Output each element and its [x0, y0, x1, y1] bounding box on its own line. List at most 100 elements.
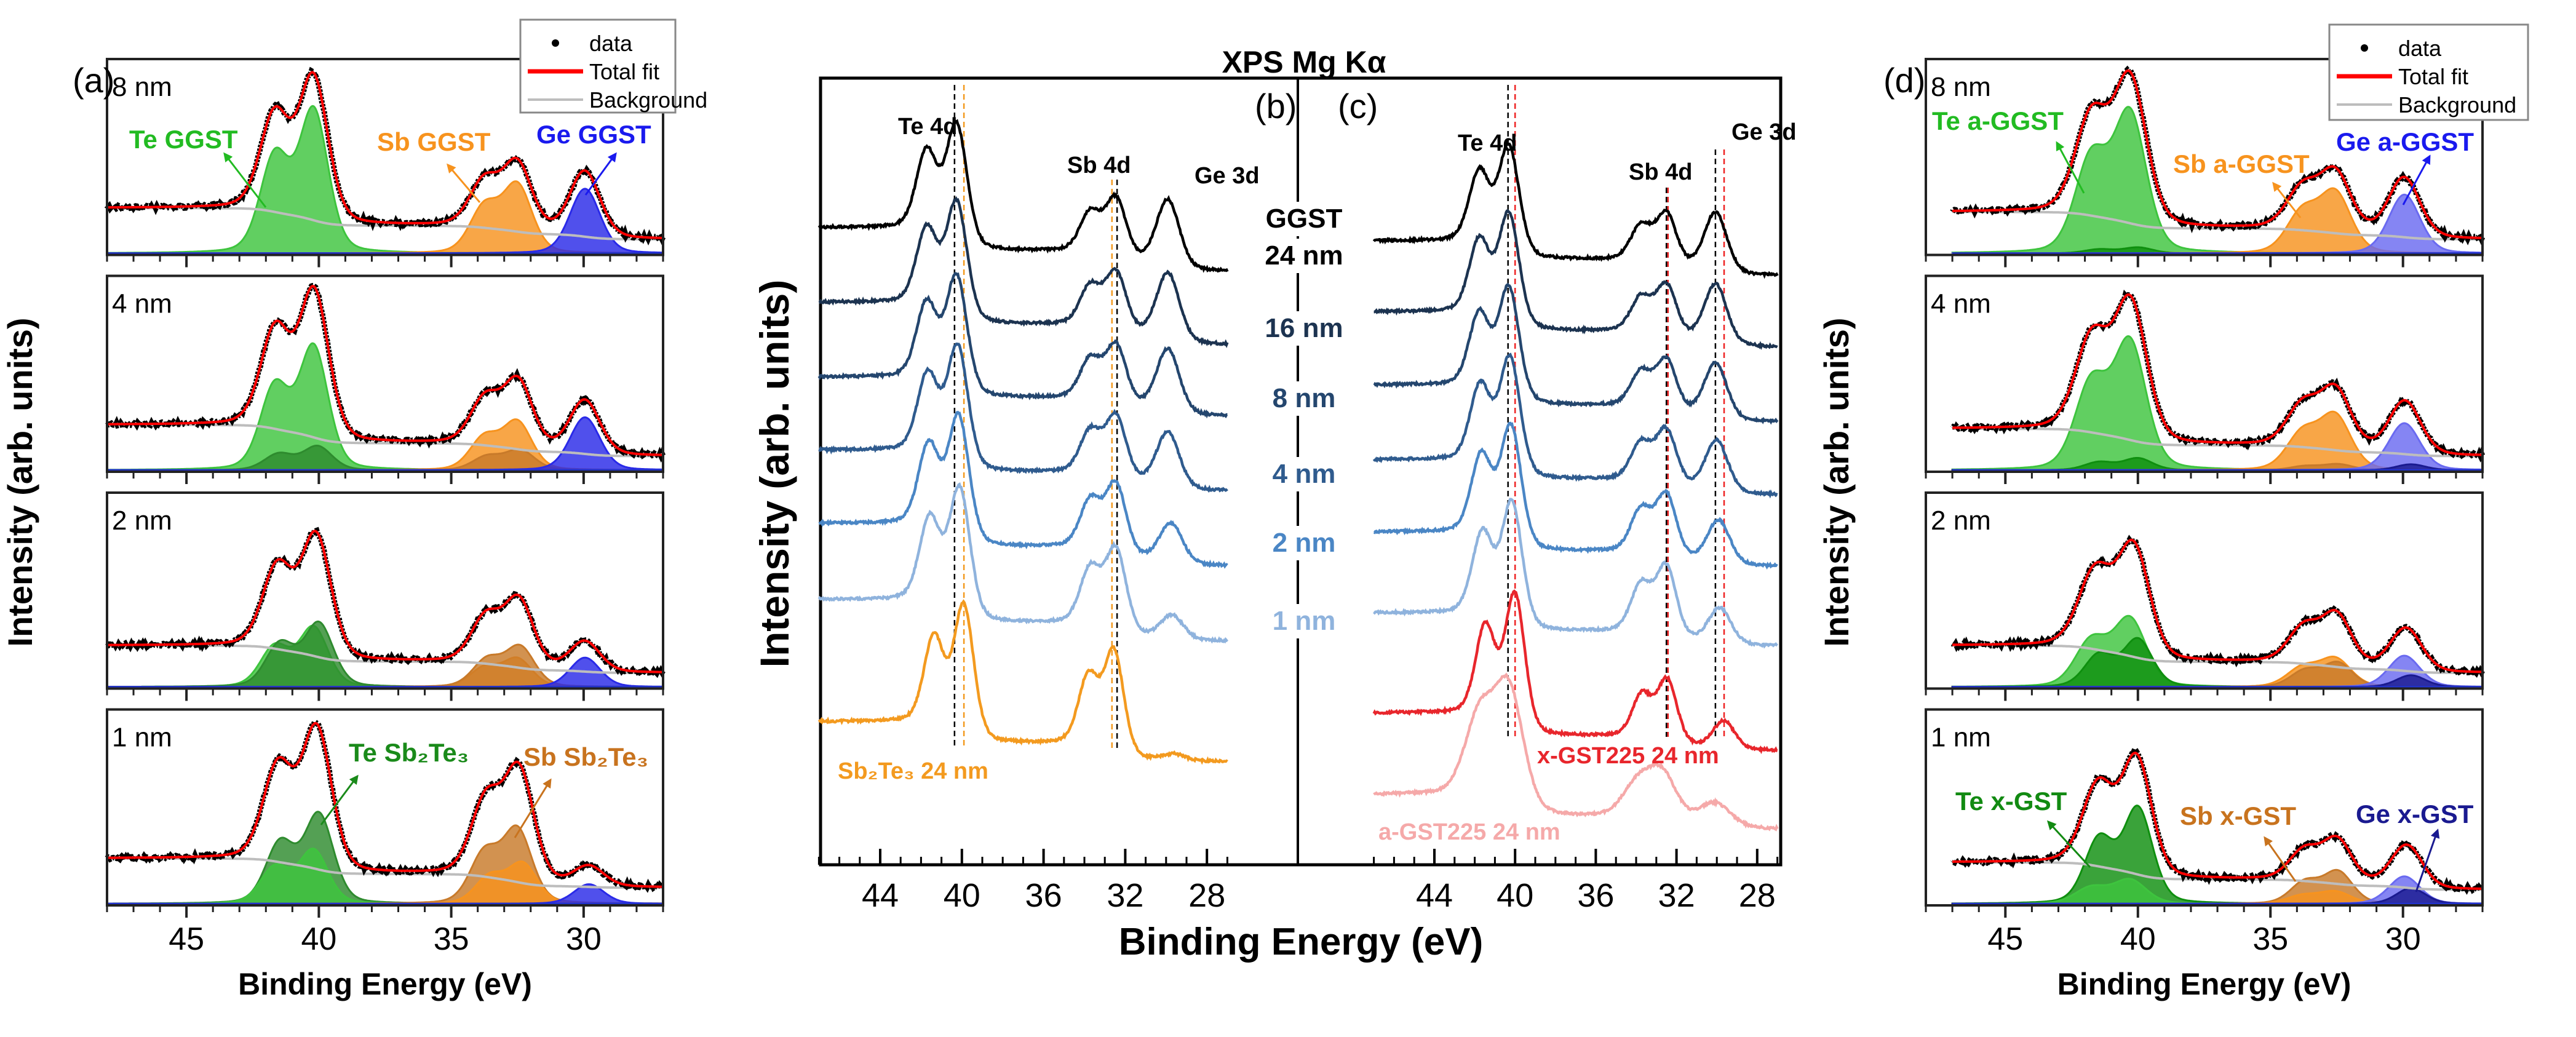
thickness-label: 1 nm: [1931, 723, 1991, 753]
panel-b: [817, 85, 1229, 865]
panel-c: [1372, 85, 1779, 865]
legend-label: Background: [2398, 92, 2516, 117]
x-tick-label: 32: [1658, 877, 1695, 914]
sample-label: x-GST225 24 nm: [1537, 743, 1719, 769]
subplot-8-nm: [1925, 58, 2486, 268]
subplot-4-nm: [1925, 274, 2486, 484]
annotation-arrow: [514, 778, 552, 838]
total-fit-line: [107, 530, 663, 673]
x-axis-label: Binding Energy (eV): [238, 967, 532, 1001]
legend-dot-marker: [552, 39, 559, 47]
spectrum-ggst-2-nm: [1373, 421, 1778, 570]
spectrum-ggst-8-nm: [1373, 282, 1779, 425]
thickness-label: 16 nm: [1265, 313, 1343, 343]
component-annotation: Sb a-GGST: [2173, 149, 2310, 178]
x-tick-label: 40: [944, 877, 980, 914]
subplot-frame: [1925, 274, 2484, 473]
x-tick-label: 45: [1987, 921, 2023, 957]
total-fit-line: [1952, 293, 2483, 456]
x-axis-label: Binding Energy (eV): [2057, 967, 2351, 1001]
thickness-label: 24 nm: [1265, 240, 1343, 271]
legend-label: Background: [589, 87, 707, 113]
thickness-label: 8 nm: [112, 72, 172, 102]
legend-dot-marker: [2361, 44, 2368, 52]
thickness-label: 2 nm: [1273, 528, 1336, 558]
x-tick-label: 35: [2252, 921, 2288, 957]
x-tick-label: 40: [301, 921, 336, 957]
x-axis-label: Binding Energy (eV): [1119, 921, 1483, 963]
sample-label: a-GST225 24 nm: [1378, 819, 1560, 845]
subplot-frame: [106, 708, 664, 907]
peak-label: Ge 3d: [1731, 119, 1797, 145]
background-line: [1952, 210, 2483, 240]
subplot-8-nm: [104, 58, 666, 268]
background-line: [1952, 427, 2483, 458]
component-ge-ggst: [106, 188, 664, 255]
spectrum-ggst-4-nm: [818, 342, 1228, 493]
peak-label: Sb 4d: [1629, 159, 1692, 185]
subplot-1-nm: [1925, 708, 2484, 918]
total-fit-line: [107, 71, 664, 239]
thickness-label: GGST: [1266, 204, 1343, 234]
subplot-4-nm: [105, 274, 666, 484]
x-tick-label: 36: [1025, 877, 1062, 914]
subplot-frame: [1925, 58, 2484, 256]
panel-label: (a): [73, 61, 114, 100]
total-fit-line: [1952, 752, 2483, 890]
total-fit-line: [1952, 538, 2483, 673]
total-fit-line: [107, 721, 663, 888]
label-backdrop: [1258, 239, 1350, 273]
x-tick-label: 36: [1577, 877, 1614, 914]
subplot-frame: [106, 274, 664, 473]
annotation-arrow: [2056, 141, 2085, 194]
component-annotation: Te a-GGST: [1932, 106, 2064, 135]
peak-label: Sb 4d: [1067, 153, 1131, 178]
component-annotation: Te Sb₂Te₃: [349, 738, 469, 767]
spectrum-ggst-16-nm: [818, 196, 1229, 348]
label-backdrop: [1258, 526, 1350, 560]
peak-label: Te 4d: [898, 114, 957, 140]
spectrum-ggst-24-nm: [817, 119, 1229, 273]
spectrum-ggst-16-nm: [1373, 209, 1778, 351]
spectrum-ggst-1-nm: [1373, 498, 1778, 649]
component-annotation: Te x-GST: [1955, 787, 2067, 816]
subplot-frame: [106, 491, 664, 690]
x-tick-label: 28: [1739, 877, 1776, 914]
legend-frame: [519, 18, 677, 114]
subplot-1-nm: [105, 708, 664, 918]
annotation-arrow: [2264, 836, 2297, 882]
y-axis-label: Intensity (arb. units): [1, 317, 39, 646]
x-tick-label: 40: [2120, 921, 2156, 957]
peak-label: Te 4d: [1458, 130, 1517, 156]
annotation-arrow: [223, 152, 267, 208]
legend: [519, 18, 677, 114]
component-annotation: Ge GGST: [536, 120, 651, 149]
spectrum-ggst-8-nm: [817, 271, 1228, 419]
annotation-arrow: [584, 152, 617, 196]
component-ge-a-ggst: [1951, 422, 2484, 471]
thickness-label: 4 nm: [1931, 289, 1991, 319]
component-annotation: Sb Sb₂Te₃: [523, 742, 648, 771]
annotation-arrow: [2402, 154, 2431, 205]
thickness-label: 8 nm: [1931, 72, 1991, 102]
panel-label: (b): [1255, 87, 1297, 125]
annotation-arrow: [447, 163, 481, 203]
thickness-label: 1 nm: [1273, 606, 1336, 636]
subplot-frame: [1925, 708, 2484, 907]
total-fit-line: [1952, 69, 2483, 239]
legend: [2328, 23, 2529, 121]
spectrum-ggst-1-nm: [817, 482, 1228, 644]
thickness-label: 8 nm: [1273, 383, 1336, 413]
subplot-2-nm: [1925, 491, 2485, 701]
legend-label: Total fit: [2398, 64, 2468, 89]
component-annotation: Te GGST: [129, 125, 238, 154]
x-tick-label: 45: [169, 921, 204, 957]
legend-label: data: [2398, 36, 2442, 61]
component-annotation: Sb x-GST: [2180, 801, 2296, 830]
annotation-arrow: [2046, 820, 2091, 868]
y-axis-label: Intensity (arb. units): [752, 280, 797, 668]
label-backdrop: [1258, 202, 1350, 236]
spectrum-a-gst225-24-nm: [1373, 672, 1779, 832]
y-axis-label: Intensity (arb. units): [1817, 317, 1856, 646]
